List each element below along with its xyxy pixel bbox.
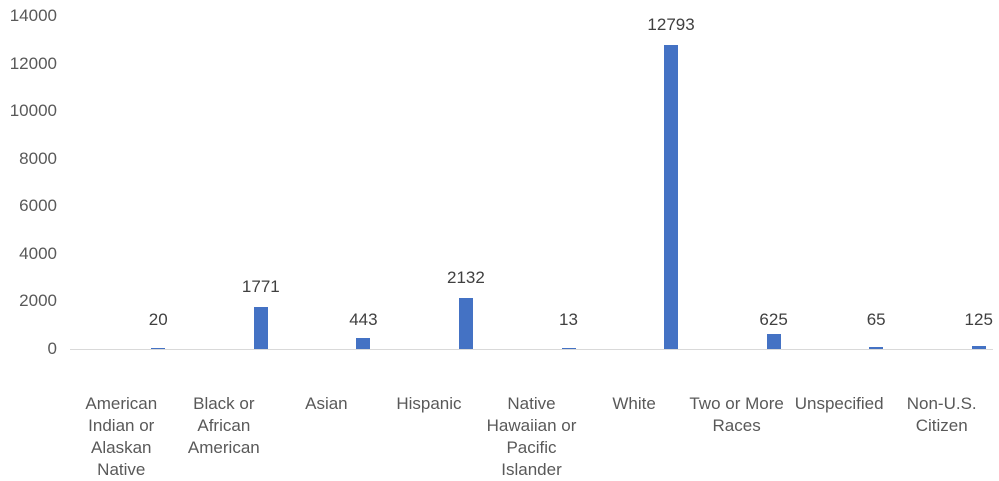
x-tick-label: American Indian or Alaskan Native [85, 394, 158, 479]
bar [253, 306, 268, 349]
bar [766, 334, 781, 349]
x-tick-label: Black or African American [187, 394, 260, 457]
x-tick-label: Hispanic [396, 394, 462, 413]
bar [869, 347, 884, 349]
data-label: 1771 [241, 276, 280, 296]
data-label: 2132 [447, 268, 485, 288]
data-label: 125 [964, 310, 993, 329]
y-tick-label: 8000 [19, 148, 57, 168]
bar [971, 346, 986, 349]
data-label: 13 [559, 310, 578, 329]
y-tick-label: 6000 [19, 196, 57, 216]
y-tick-label: 10000 [9, 101, 57, 121]
y-tick-label: 0 [47, 339, 57, 358]
data-label: 20 [148, 310, 168, 329]
x-tick-label: Non-U.S. Citizen [906, 394, 977, 435]
x-tick-label: Unspecified [794, 394, 884, 413]
data-label: 443 [349, 310, 378, 329]
bar [356, 338, 371, 349]
bar-chart: 0 2000 4000 6000 8000 10000 12000 14000 20 1771 4… [9, 6, 993, 479]
y-tick-label: 4000 [19, 243, 57, 263]
bar [664, 44, 679, 349]
bar [561, 348, 576, 349]
y-tick-label: 2000 [19, 291, 57, 311]
x-tick-label: Asian [305, 394, 348, 413]
data-label: 625 [759, 310, 788, 329]
data-label: 65 [866, 310, 886, 329]
y-tick-label: 14000 [9, 6, 57, 25]
x-tick-label: Two or More Races [689, 394, 784, 435]
x-tick-label: Native Hawaiian or Pacific Islander [486, 394, 577, 479]
bar [458, 298, 473, 349]
y-tick-label: 12000 [9, 53, 57, 73]
x-axis-line [70, 349, 993, 350]
data-label: 12793 [647, 14, 695, 34]
x-tick-label: White [612, 394, 656, 413]
bar [151, 348, 166, 349]
